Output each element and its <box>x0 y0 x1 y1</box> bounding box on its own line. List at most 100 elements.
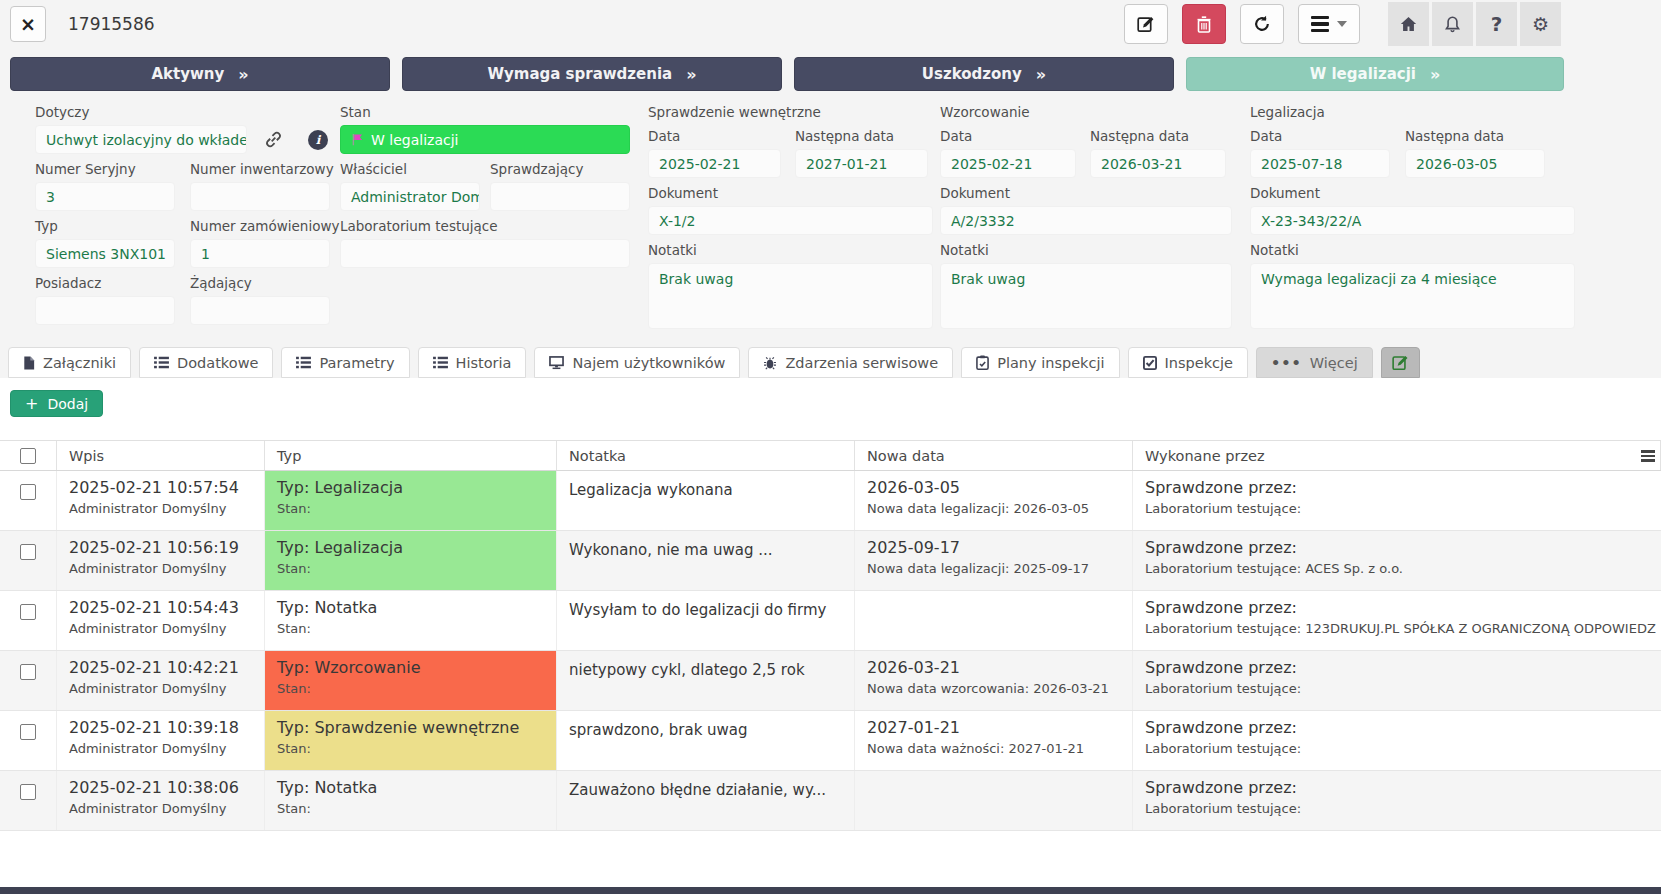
next-date-label: Następna data <box>795 128 928 145</box>
numer-seryjny-field[interactable]: 3 <box>35 182 175 211</box>
workflow-button-aktywny[interactable]: Aktywny » <box>10 57 390 91</box>
refresh-button[interactable] <box>1240 4 1284 44</box>
tab-inspekcje[interactable]: Inspekcje <box>1128 347 1248 378</box>
typ-field[interactable]: Siemens 3NX101 <box>35 239 175 268</box>
home-button[interactable] <box>1388 2 1429 46</box>
close-button[interactable]: × <box>10 6 46 42</box>
link-icon[interactable] <box>265 131 282 148</box>
next-date-field[interactable]: 2026-03-05 <box>1405 149 1545 178</box>
hamburger-icon <box>1311 16 1329 33</box>
workflow-label: W legalizacji <box>1310 65 1416 83</box>
entry-timestamp: 2025-02-21 10:57:54 <box>69 478 252 497</box>
notatki-field[interactable]: Wymaga legalizacji za 4 miesiące <box>1250 263 1575 329</box>
delete-button[interactable] <box>1182 4 1226 44</box>
tab-plany-inspekcji[interactable]: Plany inspekcji <box>961 347 1119 378</box>
header-nowa-data[interactable]: Nowa data <box>855 441 1133 470</box>
posiadacz-field[interactable] <box>35 296 175 325</box>
numer-zamowieniowy-label: Numer zamówieniowy <box>190 218 330 235</box>
tab-label: Załączniki <box>43 355 116 371</box>
workflow-button-uszkodzony[interactable]: Uszkodzony » <box>794 57 1174 91</box>
tab-zalaczniki[interactable]: Załączniki <box>8 347 131 378</box>
next-date-label: Następna data <box>1405 128 1545 145</box>
dokument-field[interactable]: X-1/2 <box>648 206 933 235</box>
workflow-button-w-legalizacji[interactable]: W legalizacji » <box>1186 57 1564 91</box>
row-checkbox[interactable] <box>20 724 36 740</box>
new-date: 2026-03-05 <box>867 478 1120 497</box>
tab-edit-button[interactable] <box>1381 347 1420 378</box>
next-date-field[interactable]: 2026-03-21 <box>1090 149 1226 178</box>
table-row[interactable]: 2025-02-21 10:38:06 Administrator Domyśl… <box>0 771 1661 831</box>
column-options-icon[interactable] <box>1641 448 1655 464</box>
row-checkbox[interactable] <box>20 484 36 500</box>
tab-historia[interactable]: Historia <box>418 347 527 378</box>
entry-timestamp: 2025-02-21 10:54:43 <box>69 598 252 617</box>
toolbar-actions: ? ⚙ <box>1124 2 1561 46</box>
data-field[interactable]: 2025-02-21 <box>940 149 1076 178</box>
tab-parametry[interactable]: Parametry <box>281 347 409 378</box>
dotyczy-field[interactable]: Uchwyt izolacyjny do wkładek <box>35 125 247 154</box>
title-bar: × 17915586 <box>0 0 1661 48</box>
bottom-bar <box>0 887 1661 894</box>
sprawdzajacy-field[interactable] <box>490 182 630 211</box>
entry-author: Administrator Domyślny <box>69 501 252 516</box>
edit-button[interactable] <box>1124 4 1168 44</box>
row-checkbox[interactable] <box>20 604 36 620</box>
next-date-label: Następna data <box>1090 128 1226 145</box>
entry-author: Administrator Domyślny <box>69 621 252 636</box>
workflow-button-wymaga-sprawdzenia[interactable]: Wymaga sprawdzenia » <box>402 57 782 91</box>
tab-label: Historia <box>456 355 512 371</box>
numer-zamowieniowy-field[interactable]: 1 <box>190 239 330 268</box>
wlasciciel-field[interactable]: Administrator Domy <box>340 182 480 211</box>
tab-wiecej[interactable]: ••• Więcej <box>1256 347 1373 378</box>
table-row[interactable]: 2025-02-21 10:39:18 Administrator Domyśl… <box>0 711 1661 771</box>
form-column-general: Dotyczy Uchwyt izolacyjny do wkładek i N… <box>35 104 331 332</box>
new-date-detail: Nowa data legalizacji: 2025-09-17 <box>867 561 1120 576</box>
wykonane-przez-cell: Sprawdzone przez: Laboratorium testujące… <box>1133 651 1661 710</box>
zadajacy-field[interactable] <box>190 296 330 325</box>
wykonane-przez-cell: Sprawdzone przez: Laboratorium testujące… <box>1133 771 1661 830</box>
close-icon: × <box>20 13 36 35</box>
laboratorium-field[interactable] <box>340 239 630 268</box>
menu-button[interactable] <box>1298 4 1360 44</box>
help-button[interactable]: ? <box>1476 2 1517 46</box>
table-row[interactable]: 2025-02-21 10:56:19 Administrator Domyśl… <box>0 531 1661 591</box>
notifications-button[interactable] <box>1432 2 1473 46</box>
header-wpis[interactable]: Wpis <box>57 441 265 470</box>
nowa-data-cell: 2027-01-21 Nowa data ważności: 2027-01-2… <box>855 711 1133 770</box>
header-wykonane-przez[interactable]: Wykonane przez <box>1133 441 1661 470</box>
row-checkbox[interactable] <box>20 544 36 560</box>
tab-najem-uzytkownikow[interactable]: Najem użytkowników <box>534 347 740 378</box>
tab-zdarzenia-serwisowe[interactable]: Zdarzenia serwisowe <box>748 347 953 378</box>
numer-inwentarzowy-field[interactable] <box>190 182 330 211</box>
table-row[interactable]: 2025-02-21 10:57:54 Administrator Domyśl… <box>0 471 1661 531</box>
numer-inwentarzowy-label: Numer inwentarzowy <box>190 161 330 178</box>
add-button[interactable]: + Dodaj <box>10 390 103 417</box>
tab-dodatkowe[interactable]: Dodatkowe <box>139 347 273 378</box>
settings-button[interactable]: ⚙ <box>1520 2 1561 46</box>
section-sprawdzenie-wewnetrzne: Sprawdzenie wewnętrzne Data 2025-02-21 N… <box>648 104 933 336</box>
data-field[interactable]: 2025-02-21 <box>648 149 781 178</box>
row-checkbox[interactable] <box>20 664 36 680</box>
done-by-lab: Laboratorium testujące: 123DRUKUJ.PL SPÓ… <box>1145 621 1649 636</box>
dokument-field[interactable]: A/2/3332 <box>940 206 1232 235</box>
next-date-field[interactable]: 2027-01-21 <box>795 149 928 178</box>
stan-label: Stan <box>340 104 630 121</box>
header-notatka[interactable]: Notatka <box>557 441 855 470</box>
equipment-detail-page: × 17915586 <box>0 0 1661 894</box>
stan-field[interactable]: W legalizacji <box>340 125 630 154</box>
tab-content-historia: + Dodaj Wpis Typ Notatka Nowa data Wykon… <box>0 378 1661 887</box>
data-label: Data <box>940 128 1076 145</box>
header-typ[interactable]: Typ <box>265 441 557 470</box>
dokument-field[interactable]: X-23-343/22/A <box>1250 206 1575 235</box>
select-all-checkbox[interactable] <box>20 448 36 464</box>
edit-icon <box>1137 15 1155 33</box>
notatki-field[interactable]: Brak uwag <box>940 263 1232 329</box>
notatka-cell: Legalizacja wykonana <box>557 471 855 530</box>
notatki-field[interactable]: Brak uwag <box>648 263 933 329</box>
table-row[interactable]: 2025-02-21 10:42:21 Administrator Domyśl… <box>0 651 1661 711</box>
nowa-data-cell <box>855 771 1133 830</box>
info-icon[interactable]: i <box>308 130 328 150</box>
row-checkbox[interactable] <box>20 784 36 800</box>
data-field[interactable]: 2025-07-18 <box>1250 149 1390 178</box>
table-row[interactable]: 2025-02-21 10:54:43 Administrator Domyśl… <box>0 591 1661 651</box>
